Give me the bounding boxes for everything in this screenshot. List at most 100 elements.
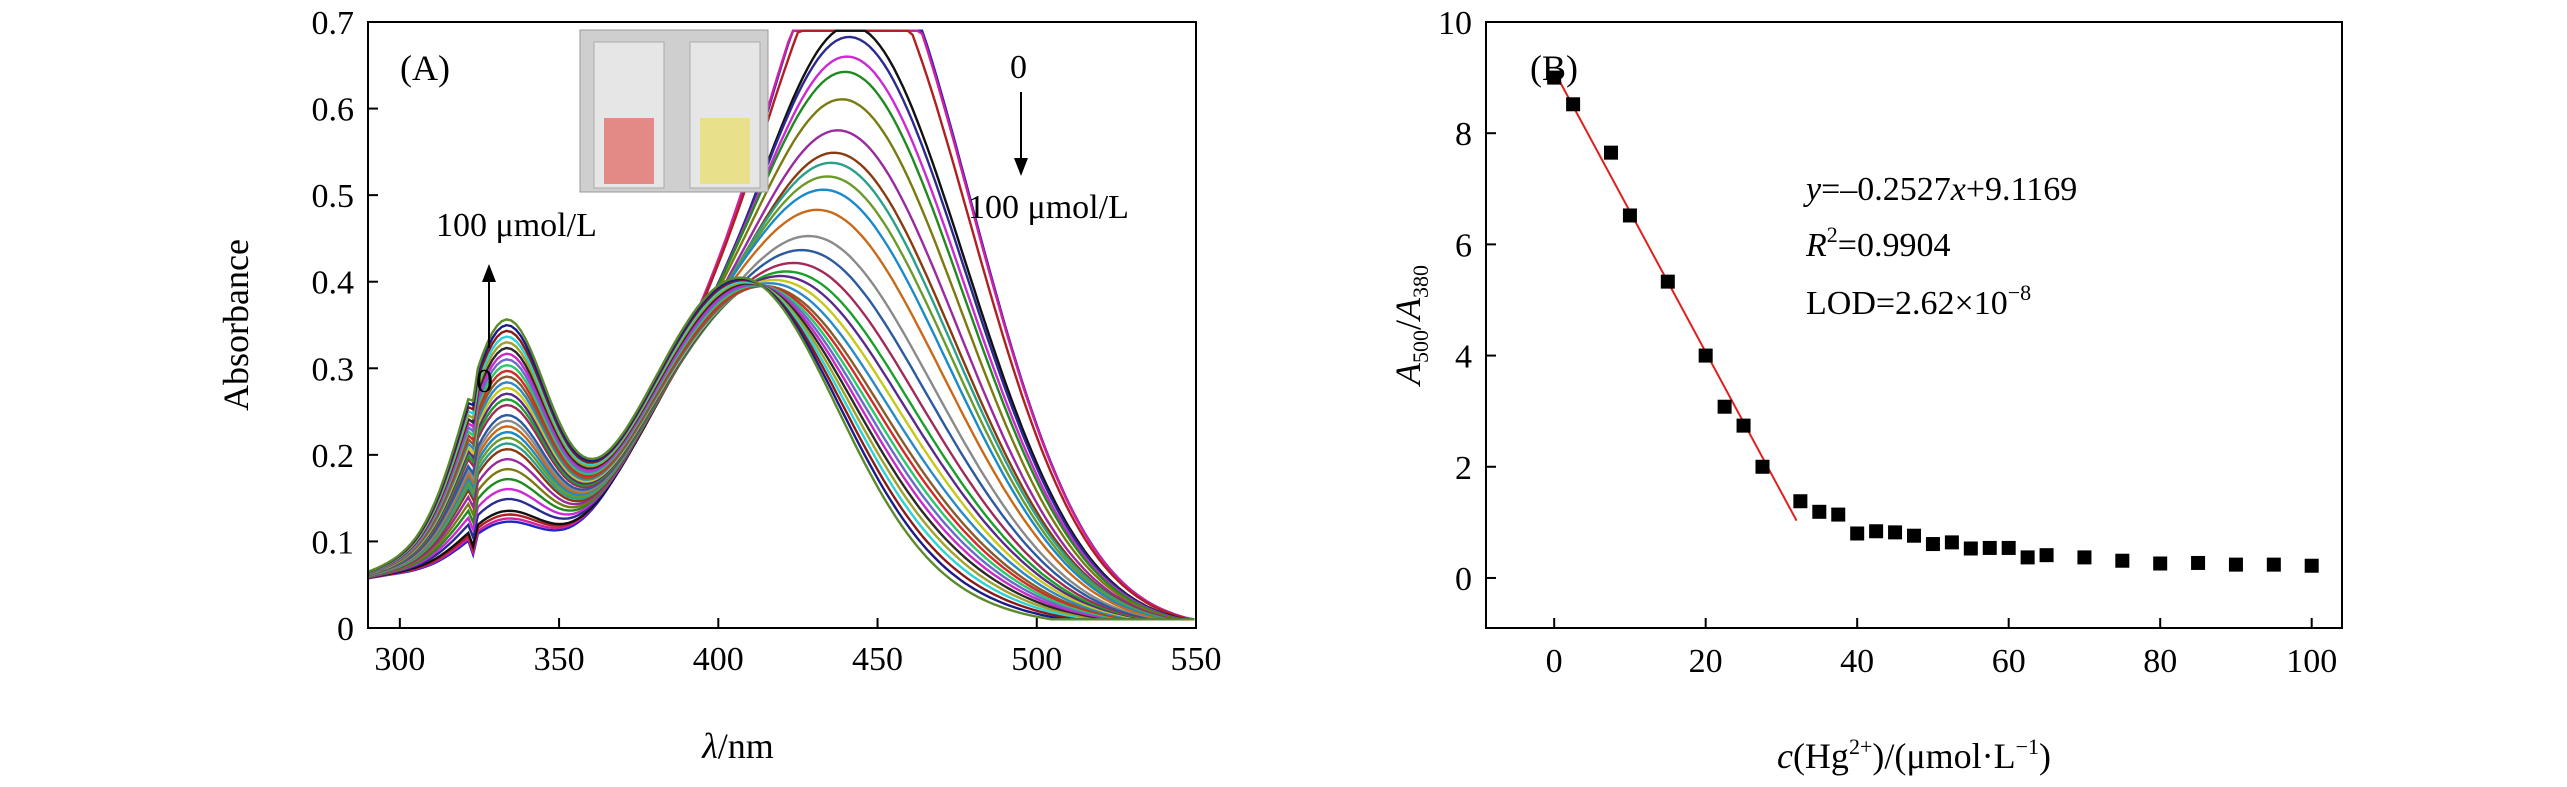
panel-b-frame [1485,21,2343,629]
data-point [1907,528,1921,543]
data-point [1982,540,1997,555]
data-point [1850,526,1865,541]
panel-a-frame [367,21,1197,629]
x-tick-label: 0 [1546,643,1563,680]
data-point [1566,97,1581,112]
y-tick-label: 10 [1438,5,1472,42]
spectrum-line [367,208,1195,621]
right-end-label: 100 μmol/L [968,189,1129,226]
x-tick-label: 350 [534,641,585,678]
spectrum-line [367,270,1195,621]
spectrum-line [367,284,1195,621]
y-tick-label: 0 [337,611,354,648]
spectrum-line [367,234,1195,621]
data-point [1755,459,1770,474]
y-tick-label: 0.7 [312,5,355,42]
panel-b-y-label: A500/A380 [1388,265,1433,387]
spectrum-line [367,70,1195,621]
spectrum-line [367,151,1195,621]
y-tick-label: 6 [1455,227,1472,264]
spectrum-line [367,35,1195,621]
panel-b-data-points [1547,70,2319,573]
data-point [1869,524,1884,539]
spectrum-line [367,98,1195,621]
spectrum-line [367,188,1195,621]
lod-value: LOD=2.62×10−8 [1806,280,2031,322]
inset-cuvette-photo [579,29,769,193]
spectrum-line [367,284,1195,621]
data-point [1698,348,1713,363]
panel-b-x-label: c(Hg2+)/(μmol·L−1) [1777,734,2051,776]
panel-a-x-label: λ/nm [701,726,774,766]
y-tick-label: 4 [1455,339,1472,376]
y-tick-label: 0.5 [312,178,355,215]
r-squared: R2=0.9904 [1805,222,1950,264]
spectrum-line [367,278,1195,621]
data-point [1812,504,1827,519]
spectrum-line [367,29,1195,621]
y-tick-label: 2 [1455,450,1472,487]
spectrum-line [367,274,1195,621]
spectrum-line [367,129,1195,621]
spectrum-line [367,282,1195,621]
data-point [2077,550,2092,565]
cuvette-left-solution [604,118,654,184]
data-point [1622,208,1637,223]
x-tick-label: 20 [1689,643,1723,680]
y-tick-label: 0.2 [312,438,355,475]
data-point [1925,537,1940,552]
data-point [2039,548,2054,563]
data-point [1831,507,1846,522]
spectrum-line [367,283,1195,621]
spectrum-line [367,161,1195,621]
panel-a-y-label: Absorbance [216,239,256,411]
panel-b: 0 20 40 60 80 100 0 2 4 6 8 10 (B) y=–0.2527x+9.11… [1388,5,2343,776]
y-tick-label: 0 [1455,561,1472,598]
right-arrow-head [1014,158,1028,176]
data-point [2191,555,2206,570]
spectrum-line [367,261,1195,621]
y-tick-label: 8 [1455,116,1472,153]
data-point [1717,399,1732,414]
data-point [2153,556,2168,571]
x-tick-label: 450 [852,641,903,678]
data-point [1660,274,1675,289]
x-tick-label: 100 [2286,643,2337,680]
x-tick-label: 500 [1011,641,1062,678]
y-tick-label: 0.1 [312,524,355,561]
data-point [2228,557,2243,572]
data-point [2020,550,2035,565]
data-point [2001,540,2016,555]
data-point [2266,557,2281,572]
data-point [1944,535,1959,550]
panel-b-label: (B) [1530,48,1578,88]
x-tick-label: 400 [693,641,744,678]
data-point [2304,558,2319,573]
data-point [1888,525,1903,540]
spectrum-line [367,55,1195,621]
panel-b-x-ticks: 0 20 40 60 80 100 [1546,618,2337,680]
spectrum-line [367,282,1195,621]
fit-equation: y=–0.2527x+9.1169 [1803,171,2077,208]
spectrum-line [367,248,1195,621]
spectrum-line [367,281,1195,621]
x-tick-label: 60 [1992,643,2026,680]
left-arrow-head [482,264,496,282]
data-point [1547,70,1562,85]
panel-a-y-ticks: 0 0.1 0.2 0.3 0.4 0.5 0.6 0.7 [312,5,378,648]
panel-a: 300 350 400 450 500 550 0 0.1 0.2 0.3 0.4 0.5 0.6 0.… [216,5,1222,766]
data-point [1736,418,1751,433]
cuvette-right-solution [700,118,750,184]
panel-a-x-ticks: 300 350 400 450 500 550 [374,618,1222,678]
data-point [1963,541,1978,556]
data-point [1793,494,1808,509]
x-tick-label: 80 [2143,643,2177,680]
spectrum-line [367,276,1195,621]
linear-fit-line [1553,70,1798,522]
y-tick-label: 0.3 [312,351,355,388]
spectrum-line [367,175,1195,621]
left-end-label: 100 μmol/L [436,207,597,244]
y-tick-label: 0.6 [312,92,355,129]
data-point [1603,145,1618,160]
